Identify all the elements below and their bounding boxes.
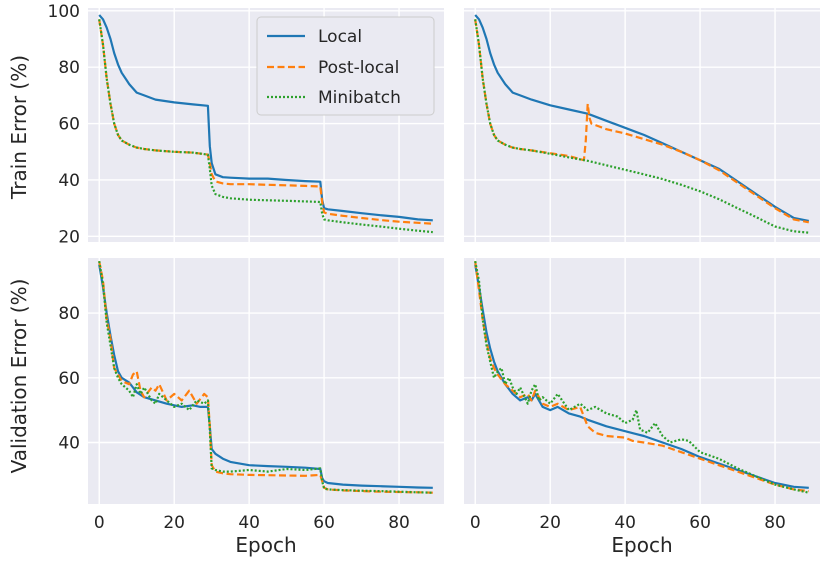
panel-r1c0-xtick-0: 0 (94, 513, 105, 533)
panel-r1c1-series-post-local (474, 261, 809, 493)
panel-r1c0-series-minibatch (98, 261, 433, 494)
legend-label-minibatch: Minibatch (318, 88, 401, 108)
panel-r0c0-series-minibatch (98, 19, 433, 234)
panel-r1c0-xtick-60: 60 (313, 513, 335, 533)
panel-r0c1-series-local (474, 14, 810, 222)
legend-label-local: Local (318, 27, 362, 47)
panel-r0c0-ytick-60: 60 (58, 115, 80, 135)
panel-r1c1-xtick-60: 60 (689, 513, 711, 533)
panel-r1c0: 40 60 80 0 20 40 60 80 (58, 258, 444, 533)
panel-r0c1 (464, 8, 820, 242)
legend-box (256, 16, 435, 116)
panel-r0c1-background (464, 8, 820, 242)
panel-r1c0-xtick-20: 20 (163, 513, 185, 533)
validation-error-axis-label: Validation Error (%) (7, 279, 31, 474)
train-error-axis-label: Train Error (%) (7, 55, 31, 200)
x-axis-label-right: Epoch (611, 533, 672, 557)
panel-r1c1-xtick-20: 20 (539, 513, 561, 533)
panel-r1c0-background (88, 258, 444, 504)
panel-r1c0-xtick-40: 40 (238, 513, 260, 533)
panel-r1c1-xtick-80: 80 (764, 513, 786, 533)
panel-r1c1-background (464, 258, 820, 504)
panel-r1c1-series-local (474, 264, 809, 489)
panel-r0c0-ytick-80: 80 (58, 58, 80, 78)
x-axis-label-left: Epoch (235, 533, 296, 557)
panel-r0c0-ytick-40: 40 (58, 171, 80, 191)
panel-r0c0-series-post-local (98, 19, 433, 225)
panel-r0c0-ytick-100: 100 (48, 2, 80, 22)
panel-r1c1: 0 20 40 60 80 (464, 258, 820, 533)
panel-r1c0-ytick-60: 60 (58, 369, 80, 389)
panel-r1c0-ytick-80: 80 (58, 304, 80, 324)
panel-r1c1-xtick-0: 0 (470, 513, 481, 533)
panel-r1c0-xtick-80: 80 (388, 513, 410, 533)
legend: Local Post-local Minibatch (256, 16, 435, 116)
legend-label-post-local: Post-local (318, 58, 399, 78)
panel-r0c0-ytick-20: 20 (58, 227, 80, 247)
panel-r1c0-series-post-local (98, 260, 433, 494)
panel-r0c0-series-local (98, 14, 433, 222)
panel-r1c0-ytick-40: 40 (58, 434, 80, 454)
panel-r1c1-xtick-40: 40 (614, 513, 636, 533)
